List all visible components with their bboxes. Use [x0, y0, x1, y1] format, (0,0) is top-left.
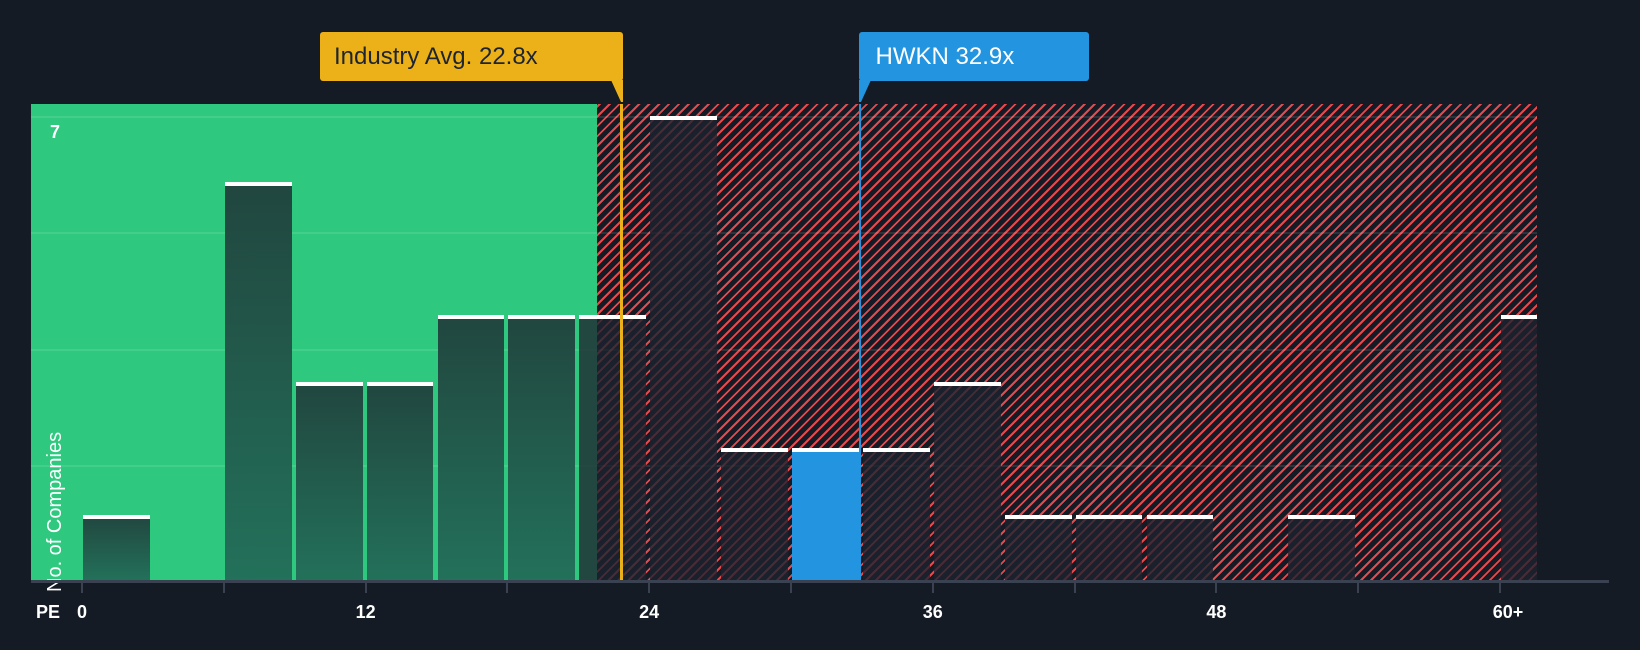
- gridline: [31, 232, 1537, 235]
- histogram-bar: [1075, 514, 1143, 581]
- y-axis-title: No. of Companies: [44, 431, 66, 592]
- bar-top-marker: [508, 315, 576, 320]
- x-axis-tick: [81, 583, 83, 593]
- bar-top-marker: [933, 381, 1001, 386]
- x-axis-tick: [222, 583, 225, 593]
- bar-top-marker: [1288, 514, 1356, 519]
- histogram-bar: [437, 315, 505, 581]
- gridline: [31, 116, 1537, 118]
- x-axis-tick: [364, 583, 367, 593]
- gridline: [31, 348, 1537, 351]
- bar-top-marker: [721, 448, 788, 453]
- company-callout-pointer: [858, 80, 871, 102]
- industry-callout-pointer: [610, 80, 623, 102]
- histogram-bar: [1004, 514, 1072, 581]
- histogram-bar: [295, 381, 363, 581]
- bar-top-marker: [650, 116, 718, 120]
- x-axis-tick-label: 24: [639, 602, 660, 622]
- x-axis-tick: [1073, 583, 1076, 593]
- bar-top-marker: [437, 315, 505, 320]
- histogram-bar: [650, 116, 718, 581]
- histogram-bar: [579, 315, 647, 581]
- x-axis-tick: [1499, 583, 1501, 593]
- x-axis-tick: [648, 583, 651, 593]
- bar-top-marker: [224, 182, 292, 187]
- histogram-bar: [721, 448, 788, 581]
- x-axis-line: [31, 580, 1609, 583]
- bar-top-marker: [1075, 514, 1143, 519]
- histogram-bar: [1146, 514, 1214, 581]
- histogram-bar: [1288, 514, 1356, 581]
- x-axis-tick: [506, 583, 509, 593]
- bar-top-marker: [1004, 514, 1072, 519]
- x-axis-tick: [790, 583, 792, 593]
- x-axis-tick: [931, 583, 934, 593]
- bar-top-marker: [83, 514, 150, 519]
- histogram-bar: [366, 381, 434, 581]
- bar-top-marker: [862, 448, 930, 453]
- histogram-bar: [1501, 315, 1537, 581]
- x-axis-tick: [1215, 583, 1218, 593]
- x-axis-tick-label: 0: [76, 602, 88, 622]
- company-pe-callout: HWKN 32.9x: [858, 32, 1089, 81]
- industry-average-callout: Industry Avg. 22.8x: [320, 32, 623, 81]
- histogram-bar-highlighted: [792, 448, 859, 581]
- histogram-bar: [862, 448, 930, 581]
- x-axis-tick-label: 60+: [1492, 602, 1524, 622]
- above-average-zone: [597, 104, 1537, 581]
- bar-top-marker: [1146, 514, 1214, 519]
- plot-area: [31, 104, 1537, 581]
- company-pe-line: [858, 104, 861, 581]
- x-axis-tick-label: 36: [922, 602, 943, 622]
- bar-top-marker: [295, 381, 363, 386]
- bar-top-marker: [792, 448, 859, 453]
- histogram-bar: [224, 182, 292, 581]
- histogram-bar: [508, 315, 576, 581]
- bar-top-marker: [579, 315, 647, 320]
- industry-average-label: Industry Avg. 22.8x: [334, 42, 538, 70]
- industry-average-line: [619, 104, 623, 581]
- company-pe-label: HWKN 32.9x: [875, 42, 1015, 70]
- bar-top-marker: [366, 381, 434, 386]
- bar-top-marker: [1501, 315, 1537, 320]
- x-axis-tick-label: 48: [1206, 602, 1227, 622]
- histogram-bar: [933, 381, 1001, 581]
- x-axis-title: PE: [36, 602, 61, 622]
- histogram-bar: [83, 514, 150, 581]
- x-axis-tick-label: 12: [355, 602, 376, 622]
- y-axis-max-label: 7: [50, 122, 61, 142]
- x-axis-tick: [1357, 583, 1360, 593]
